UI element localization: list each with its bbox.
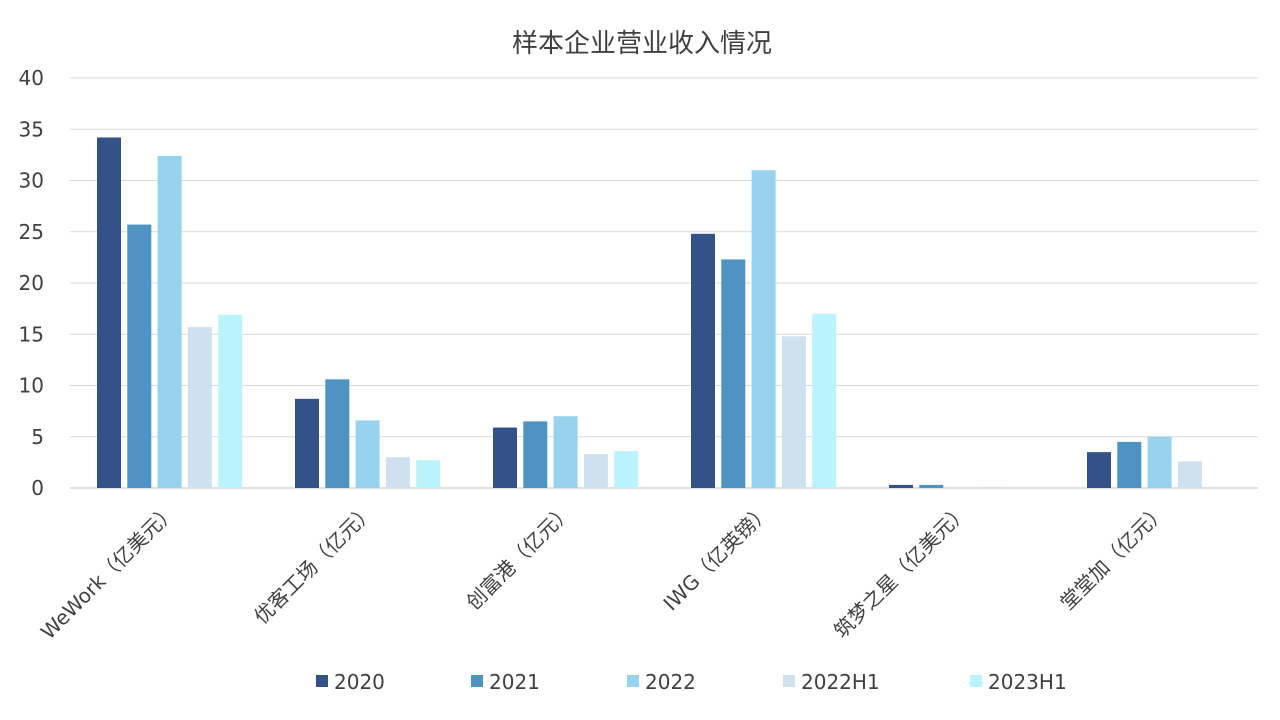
bar-2022-0: [157, 155, 182, 488]
y-tick-label: 35: [19, 117, 44, 141]
bar-2020-3: [691, 233, 715, 488]
legend-swatch: [471, 675, 483, 687]
legend-label: 2021: [489, 670, 540, 694]
x-category-label: 堂堂加（亿元）: [1055, 499, 1171, 615]
y-tick-label: 30: [19, 169, 44, 193]
bar-2023H1-1: [416, 460, 441, 488]
gridlines: [70, 77, 1258, 489]
bar-2021-0: [127, 224, 152, 488]
legend-label: 2022: [645, 670, 696, 694]
legend-label: 2020: [334, 670, 385, 694]
legend-label: 2023H1: [988, 670, 1067, 694]
bar-2021-2: [523, 421, 548, 488]
bar-2020-5: [1087, 452, 1111, 488]
x-category-label: 筑梦之星（亿美元）: [829, 499, 973, 643]
legend-item-2020: 2020: [316, 670, 385, 694]
bar-2022-1: [355, 420, 380, 488]
bar-2021-5: [1117, 441, 1142, 488]
bar-2022H1-0: [187, 327, 212, 488]
bar-2020-0: [97, 137, 121, 488]
bar-2022H1-4: [979, 486, 1004, 488]
bar-2023H1-0: [218, 314, 243, 488]
legend: 2020 2021 2022 2022H1 2023H1: [316, 670, 1067, 694]
bar-2023H1-3: [812, 313, 837, 488]
legend-item-2023H1: 2023H1: [970, 670, 1067, 694]
bar-2022-3: [751, 170, 776, 488]
bar-2022H1-5: [1177, 461, 1202, 488]
bar-2022H1-3: [781, 336, 806, 488]
chart-title: 样本企业营业收入情况: [512, 29, 772, 59]
y-tick-label: 40: [19, 66, 44, 90]
x-category-label: IWG（亿英镑）: [658, 499, 775, 616]
bar-2023H1-2: [614, 451, 639, 488]
y-tick-label: 5: [31, 425, 44, 449]
bar-2021-4: [919, 484, 944, 488]
x-category-label: 创富港（亿元）: [461, 499, 577, 615]
bar-2022-2: [553, 416, 578, 488]
y-tick-label: 25: [19, 220, 44, 244]
bar-2022-5: [1147, 436, 1172, 488]
bar-2021-1: [325, 379, 350, 488]
legend-item-2021: 2021: [471, 670, 540, 694]
bar-2022H1-1: [385, 457, 410, 488]
legend-swatch: [970, 675, 982, 687]
y-tick-label: 15: [19, 322, 44, 346]
bar-2020-1: [295, 398, 319, 488]
bar-2022H1-2: [583, 454, 608, 488]
bar-2021-3: [721, 259, 746, 488]
legend-swatch: [783, 675, 795, 687]
legend-label: 2022H1: [801, 670, 880, 694]
x-axis: WeWork（亿美元） 优客工场（亿元） 创富港（亿元） IWG（亿英镑） 筑梦之星（亿…: [36, 499, 1171, 644]
legend-swatch: [316, 675, 328, 687]
legend-item-2022: 2022: [627, 670, 696, 694]
bar-2020-4: [889, 484, 913, 488]
bar-2020-2: [493, 427, 517, 488]
y-tick-label: 20: [19, 271, 44, 295]
y-tick-label: 0: [31, 476, 44, 500]
y-axis: 0 5 10 15 20 25 30 35 40: [19, 66, 44, 500]
x-category-label: WeWork（亿美元）: [36, 499, 181, 644]
y-tick-label: 10: [19, 374, 44, 398]
x-category-label: 优客工场（亿元）: [249, 499, 379, 629]
legend-item-2022H1: 2022H1: [783, 670, 880, 694]
legend-swatch: [627, 675, 639, 687]
bars: [97, 137, 1202, 488]
